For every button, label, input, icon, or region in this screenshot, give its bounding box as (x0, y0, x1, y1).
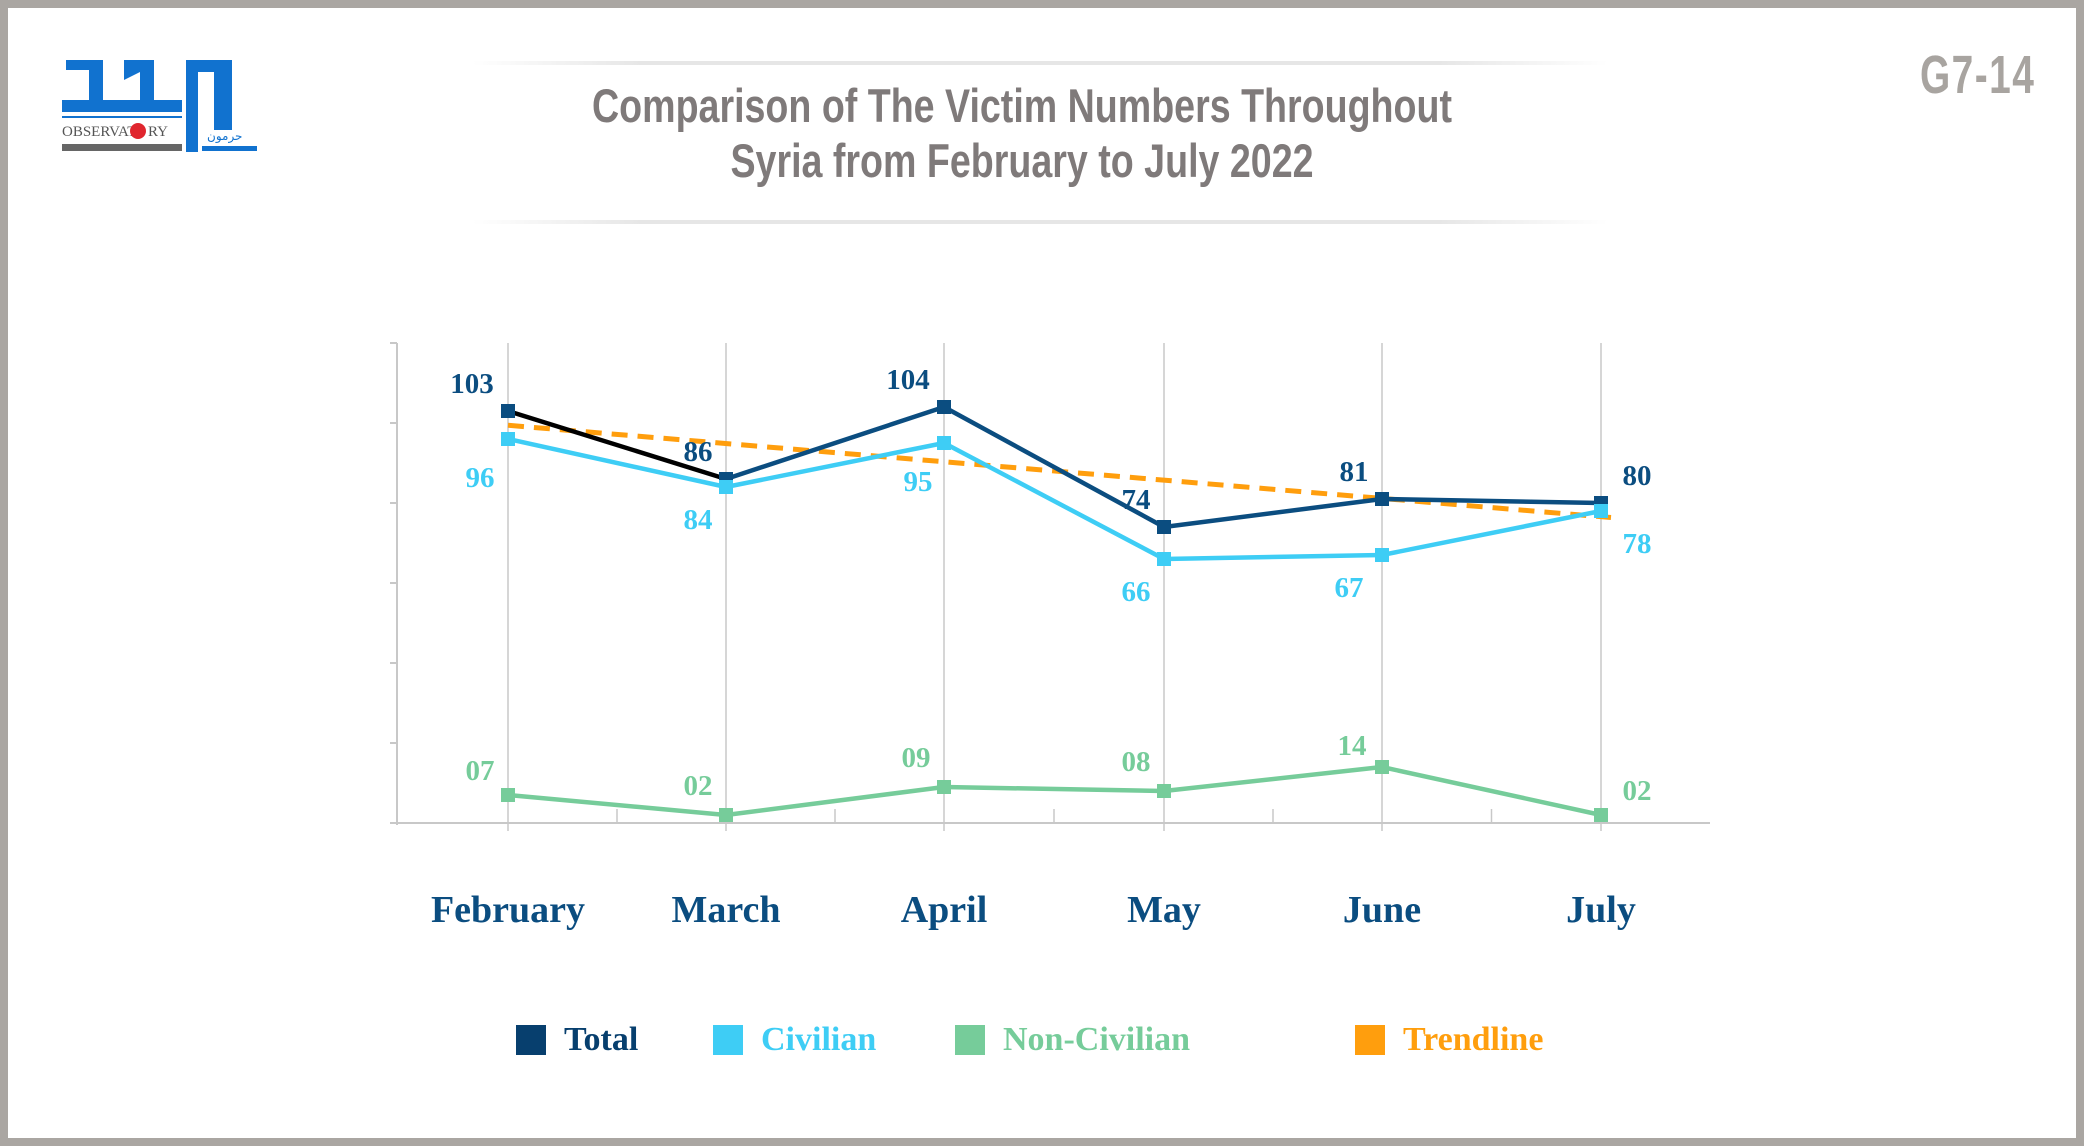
data-point-non-civilian (719, 808, 733, 822)
data-label-total: 74 (1122, 484, 1151, 516)
svg-text:OBSERVAT: OBSERVAT (62, 124, 136, 140)
data-point-civilian (719, 480, 733, 494)
series-segment-total (942, 405, 1166, 529)
data-label-civilian: 78 (1623, 528, 1652, 560)
data-label-civilian: 84 (684, 504, 713, 536)
x-tick-label: April (901, 889, 988, 931)
series-segment-non-civilian (1163, 764, 1383, 794)
data-point-non-civilian (1375, 760, 1389, 774)
data-point-total (501, 404, 515, 418)
series-segment-total (1163, 496, 1383, 530)
data-label-total: 81 (1340, 456, 1369, 488)
data-label-non-civilian: 02 (684, 770, 713, 802)
data-point-total (1375, 492, 1389, 506)
data-label-civilian: 66 (1122, 576, 1151, 608)
data-point-civilian (937, 436, 951, 450)
series-segment-non-civilian (507, 792, 727, 818)
x-tick-label: February (431, 889, 585, 931)
legend-item: Total (516, 1020, 638, 1060)
series-segment-total (1381, 496, 1602, 506)
title-divider-bottom (472, 220, 1608, 224)
series-segment-non-civilian (943, 784, 1165, 794)
data-label-non-civilian: 08 (1122, 746, 1151, 778)
data-label-civilian: 67 (1335, 572, 1364, 604)
observatory-logo: OBSERVAT RY حرمون (62, 60, 257, 152)
data-label-non-civilian: 09 (902, 742, 931, 774)
data-label-total: 103 (450, 368, 494, 400)
legend-label: Trendline (1403, 1021, 1544, 1058)
title-line-2: Syria from February to July 2022 (730, 134, 1314, 187)
legend-item: Non-Civilian (955, 1020, 1190, 1060)
series-segment-total (725, 404, 945, 482)
data-point-civilian (1375, 548, 1389, 562)
x-tick-label: March (671, 889, 780, 931)
data-point-civilian (501, 432, 515, 446)
data-point-total (1157, 520, 1171, 534)
data-point-total (937, 400, 951, 414)
data-label-total: 80 (1623, 460, 1652, 492)
series-segment-total (507, 408, 727, 482)
x-tick-label: July (1566, 889, 1636, 931)
series-segment-civilian (507, 436, 727, 490)
series-segment-civilian (942, 441, 1166, 561)
series-segment-civilian (725, 440, 945, 490)
series-segment-civilian (1163, 552, 1383, 562)
series-segment-non-civilian (725, 784, 945, 818)
title-line-1: Comparison of The Victim Numbers Through… (592, 79, 1452, 132)
legend-swatch (516, 1025, 546, 1055)
x-tick-label: June (1343, 889, 1421, 931)
legend-swatch (713, 1025, 743, 1055)
data-point-non-civilian (937, 780, 951, 794)
series-segment-civilian (1381, 508, 1602, 558)
data-label-total: 86 (684, 436, 713, 468)
legend-label: Civilian (761, 1021, 877, 1058)
data-point-civilian (1594, 504, 1608, 518)
title-divider-top (472, 61, 1608, 65)
data-label-civilian: 96 (466, 462, 495, 494)
legend-swatch (955, 1025, 985, 1055)
legend-item: Civilian (713, 1020, 876, 1060)
legend-label: Non-Civilian (1003, 1021, 1191, 1058)
legend-label: Total (564, 1021, 639, 1058)
data-point-civilian (1157, 552, 1171, 566)
data-point-non-civilian (1157, 784, 1171, 798)
data-label-total: 104 (886, 364, 930, 396)
x-tick-label: May (1127, 889, 1201, 931)
svg-text:RY: RY (148, 124, 168, 140)
data-label-non-civilian: 07 (466, 755, 495, 787)
data-point-non-civilian (1594, 808, 1608, 822)
data-label-civilian: 95 (904, 466, 933, 498)
series-segment-non-civilian (1381, 764, 1602, 818)
chart-title: Comparison of The Victim Numbers Through… (0, 78, 2084, 188)
legend-swatch (1355, 1025, 1385, 1055)
chart-code: G7-14 (1920, 45, 2036, 105)
data-label-non-civilian: 02 (1623, 775, 1652, 807)
legend-item: Trendline (1355, 1020, 1543, 1060)
data-point-non-civilian (501, 788, 515, 802)
data-label-non-civilian: 14 (1338, 730, 1367, 762)
svg-text:حرمون: حرمون (207, 129, 242, 144)
